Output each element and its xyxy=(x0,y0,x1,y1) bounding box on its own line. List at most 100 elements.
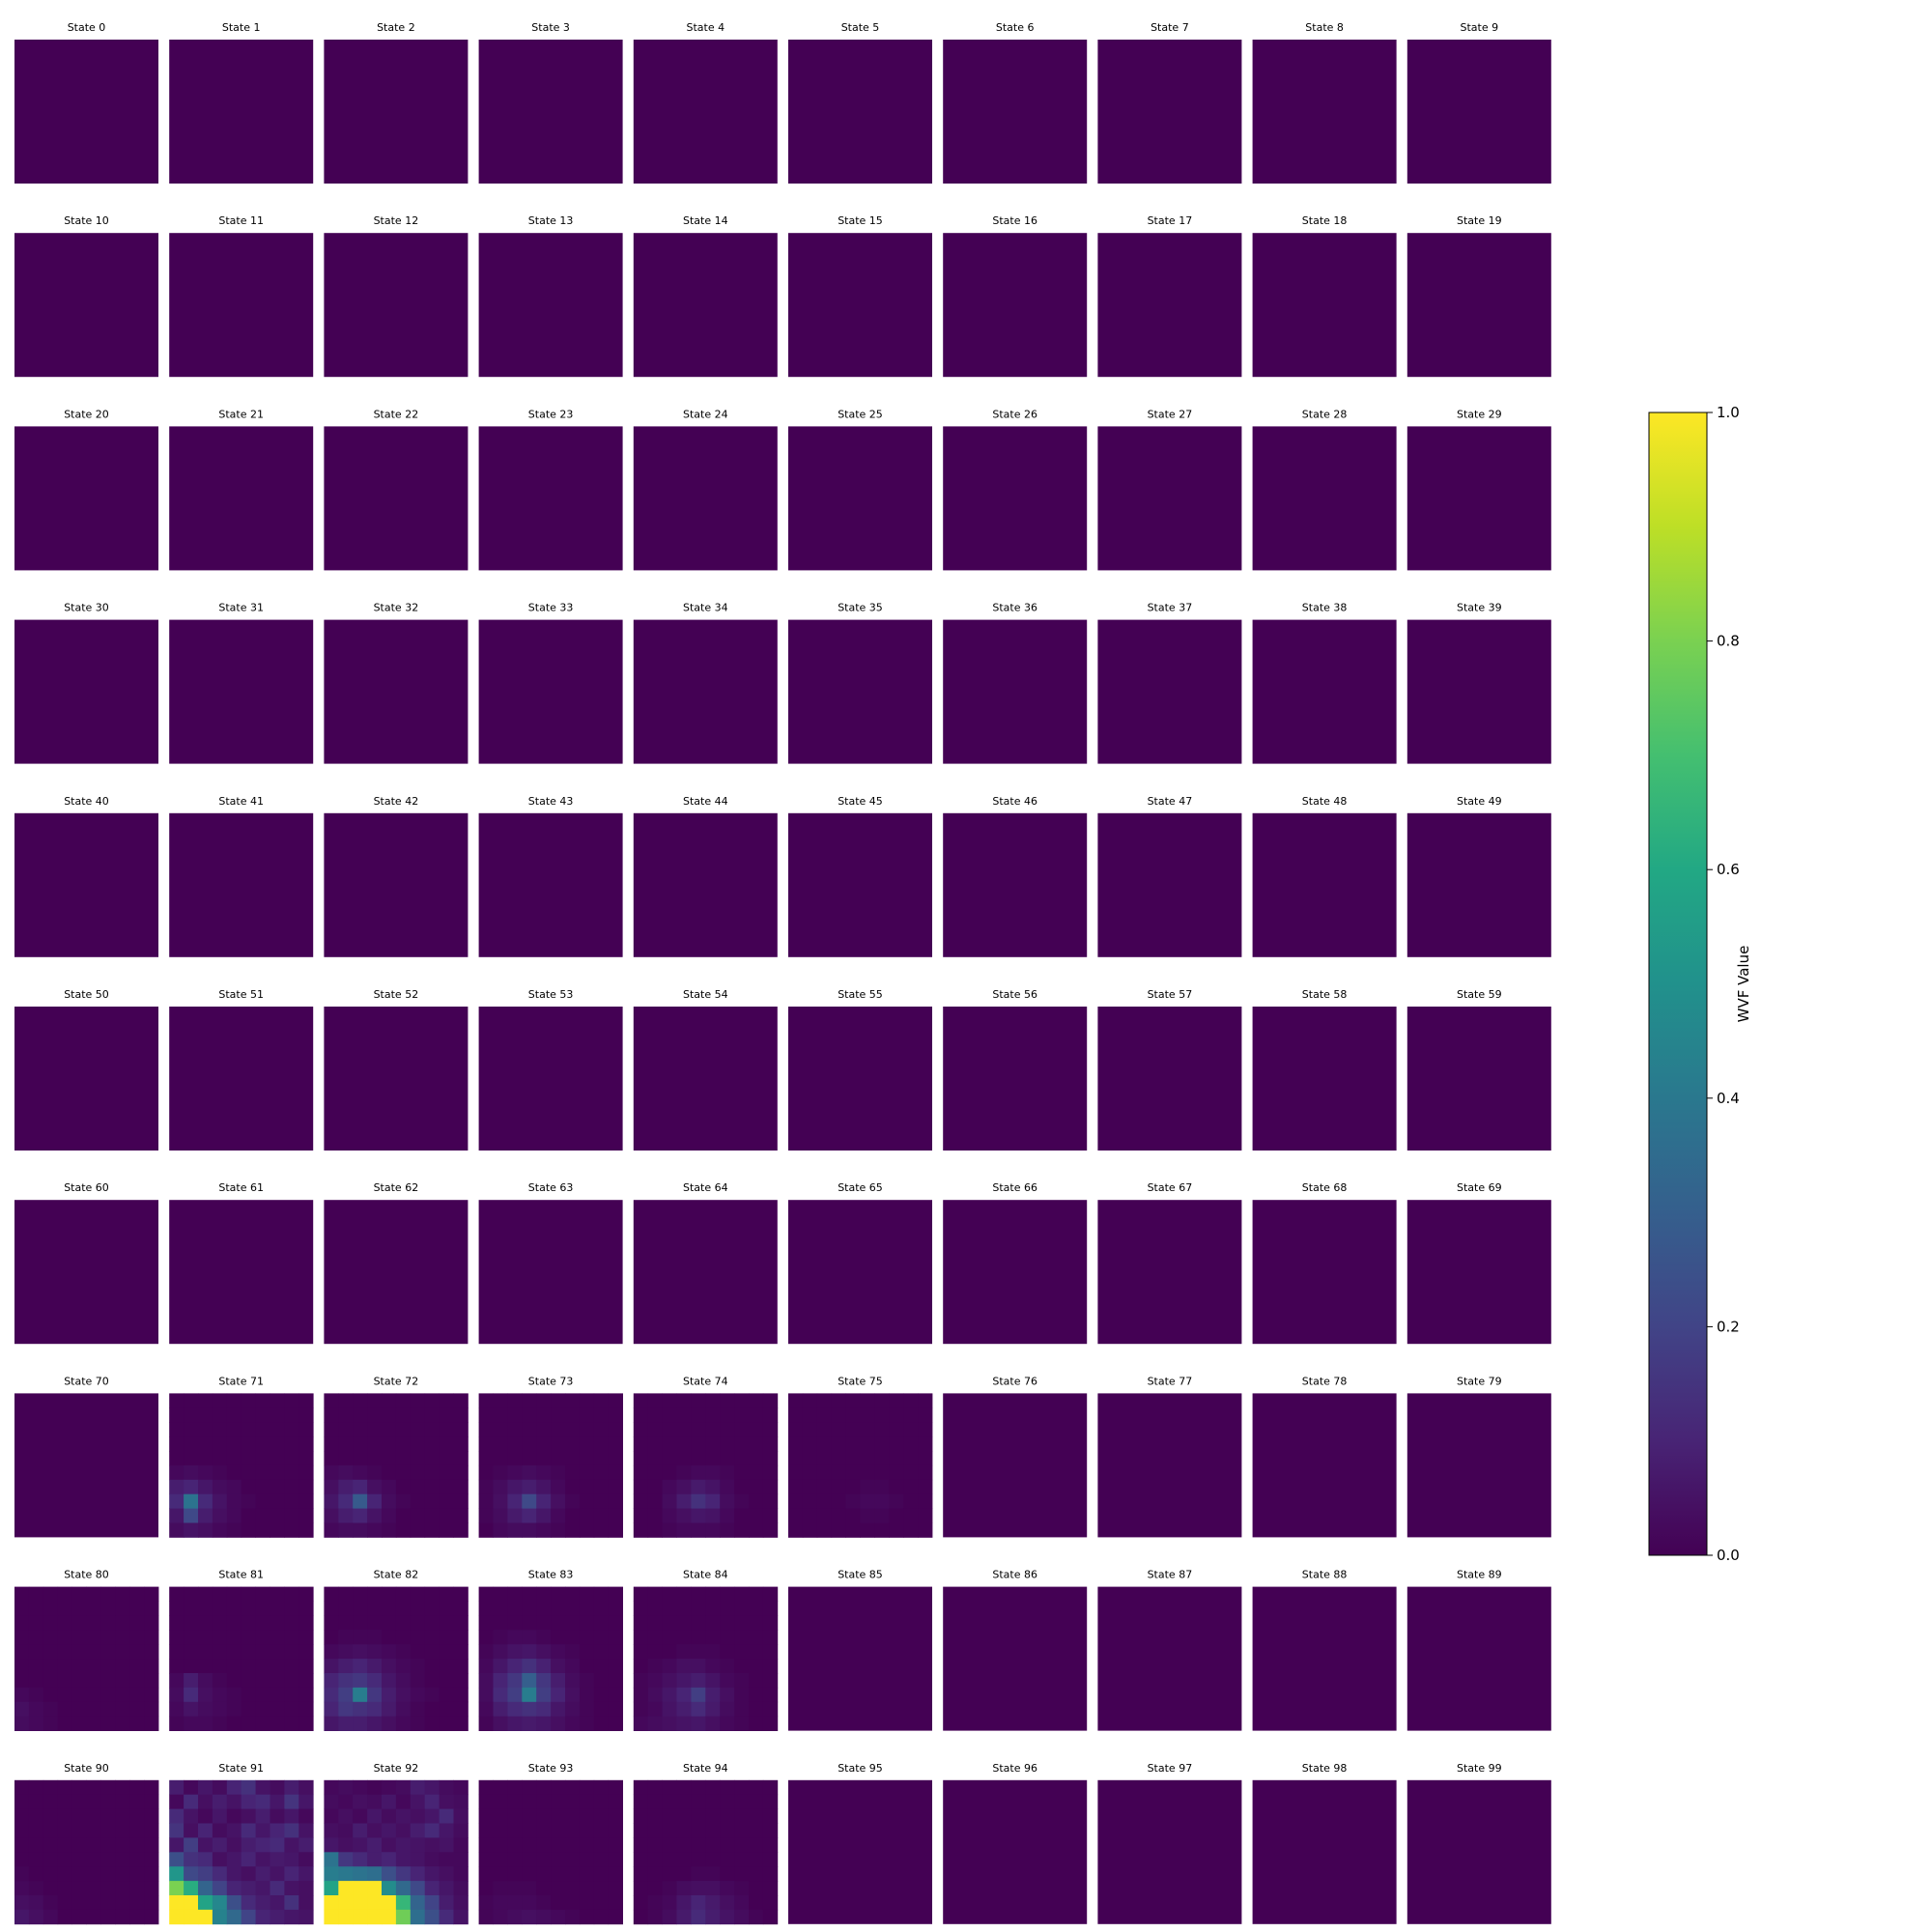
heatmap-cell xyxy=(720,1909,735,1925)
heatmap-panel: State 93 xyxy=(478,1762,623,1925)
heatmap-cell xyxy=(410,1659,426,1674)
heatmap-cell xyxy=(14,1586,30,1602)
heatmap-cell xyxy=(71,1881,87,1896)
heatmap-cell xyxy=(676,1794,692,1809)
heatmap-cell xyxy=(395,1701,412,1718)
heatmap-cell xyxy=(212,1407,228,1423)
heatmap-cell xyxy=(647,1909,663,1925)
heatmap-cell xyxy=(395,1493,412,1509)
heatmap-cell xyxy=(395,1823,412,1838)
heatmap-panel: State 88 xyxy=(1252,1569,1397,1731)
heatmap-cell xyxy=(734,1866,750,1882)
heatmap-cell xyxy=(536,1881,552,1896)
heatmap-cell xyxy=(439,1464,454,1481)
heatmap-cell xyxy=(478,1407,494,1423)
heatmap-cell xyxy=(536,1436,552,1452)
heatmap-cell xyxy=(338,1493,354,1509)
heatmap-cell xyxy=(676,1479,692,1495)
heatmap-cell xyxy=(71,1644,87,1660)
heatmap-cell xyxy=(439,1687,454,1703)
heatmap-cell xyxy=(593,1630,610,1645)
heatmap-cell xyxy=(14,1779,30,1796)
heatmap-cell xyxy=(212,1493,228,1509)
heatmap-cell xyxy=(647,1479,663,1495)
heatmap-cell xyxy=(507,1701,523,1718)
heatmap-panel: State 8 xyxy=(1252,21,1397,184)
heatmap-cell xyxy=(662,1601,677,1616)
colorbar-tick-label: 0.2 xyxy=(1717,1318,1740,1335)
heatmap-cell xyxy=(734,1794,750,1809)
panel-title: State 73 xyxy=(528,1375,574,1387)
heatmap-cell xyxy=(478,1673,494,1689)
heatmap-cell xyxy=(284,1479,299,1495)
heatmap-cell xyxy=(522,1866,537,1882)
heatmap-cell xyxy=(284,1615,299,1631)
heatmap-cell xyxy=(270,1644,285,1660)
heatmap-cell xyxy=(395,1601,412,1616)
heatmap-cell xyxy=(324,1716,339,1731)
heatmap-cell xyxy=(551,1909,566,1925)
heatmap-cell xyxy=(536,1630,552,1645)
heatmap-cell xyxy=(633,1393,649,1408)
heatmap-cell xyxy=(705,1422,721,1437)
heatmap-cell xyxy=(71,1673,87,1689)
heatmap-cell xyxy=(551,1837,566,1853)
heatmap-panel: State 45 xyxy=(788,795,932,957)
heatmap-cell xyxy=(226,1522,242,1538)
panel-title: State 11 xyxy=(218,214,264,227)
heatmap-cell xyxy=(734,1522,750,1538)
heatmap-panel: State 19 xyxy=(1406,214,1551,378)
heatmap-cell xyxy=(324,1794,339,1809)
heatmap-panel: State 75 xyxy=(788,1375,933,1538)
heatmap-cell xyxy=(478,812,623,957)
heatmap-cell xyxy=(439,1393,454,1408)
heatmap-cell xyxy=(647,1601,663,1616)
panel-title: State 81 xyxy=(218,1569,264,1581)
heatmap-cell xyxy=(720,1644,735,1660)
heatmap-cell xyxy=(255,1601,270,1616)
heatmap-cell xyxy=(324,1895,339,1911)
heatmap-cell xyxy=(903,1436,919,1452)
heatmap-cell xyxy=(410,1808,426,1824)
heatmap-cell xyxy=(439,1436,454,1452)
heatmap-cell xyxy=(551,1436,566,1452)
heatmap-cell xyxy=(522,1852,537,1867)
heatmap-cell xyxy=(284,1601,299,1616)
heatmap-cell xyxy=(608,1522,623,1538)
heatmap-cell xyxy=(424,1508,440,1523)
panel-title: State 2 xyxy=(377,21,415,34)
panel-title: State 99 xyxy=(1457,1762,1502,1775)
heatmap-cell xyxy=(424,1407,440,1423)
heatmap-cell xyxy=(551,1794,566,1809)
heatmap-cell xyxy=(676,1881,692,1896)
panel-title: State 31 xyxy=(218,602,264,614)
panel-title: State 55 xyxy=(838,988,883,1001)
heatmap-cell xyxy=(762,1779,779,1796)
heatmap-cell xyxy=(57,1586,72,1602)
heatmap-cell xyxy=(633,40,778,184)
heatmap-cell xyxy=(241,1615,256,1631)
heatmap-cell xyxy=(198,1895,213,1911)
heatmap-cell xyxy=(241,1909,256,1925)
heatmap-cell xyxy=(284,1522,299,1538)
heatmap-cell xyxy=(424,1522,440,1538)
heatmap-cell xyxy=(367,1779,383,1796)
heatmap-cell xyxy=(439,1779,454,1796)
heatmap-cell xyxy=(831,1393,846,1408)
heatmap-cell xyxy=(439,1422,454,1437)
heatmap-cell xyxy=(691,1881,706,1896)
heatmap-cell xyxy=(212,1716,228,1731)
heatmap-cell xyxy=(410,1673,426,1689)
heatmap-cell xyxy=(522,1673,537,1689)
heatmap-cell xyxy=(662,1479,677,1495)
heatmap-cell xyxy=(720,1493,735,1509)
heatmap-cell xyxy=(57,1659,72,1674)
heatmap-panel: State 84 xyxy=(633,1569,779,1731)
heatmap-cell xyxy=(338,1615,354,1631)
colorbar-tick-label: 0.6 xyxy=(1717,861,1740,878)
heatmap-cell xyxy=(536,1837,552,1853)
heatmap-cell xyxy=(255,1794,270,1809)
heatmap-cell xyxy=(424,1895,440,1911)
heatmap-cell xyxy=(14,1808,30,1824)
heatmap-cell xyxy=(410,1479,426,1495)
